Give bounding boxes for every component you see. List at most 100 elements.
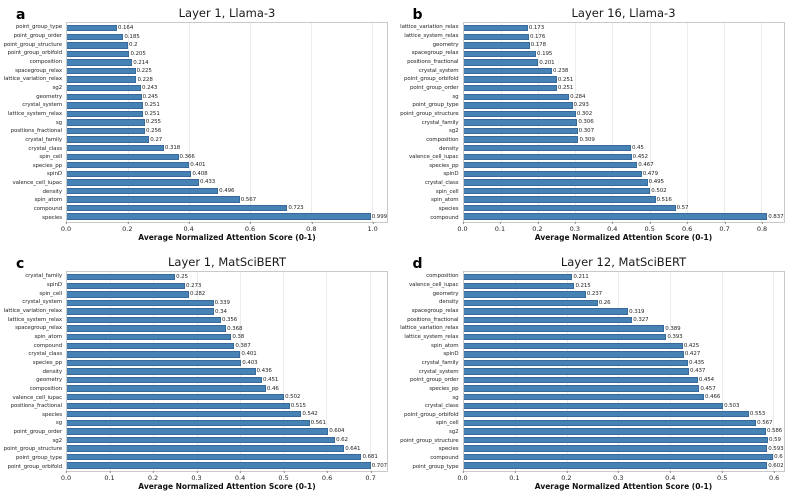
y-tick-label: spinD	[46, 281, 62, 288]
bar-value-label: 0.306	[578, 119, 594, 126]
bar	[463, 59, 539, 66]
bar	[463, 153, 632, 160]
bar	[67, 136, 150, 143]
bar	[463, 308, 629, 315]
bar-row: 0.173	[463, 24, 784, 33]
y-tick-label: sg2	[448, 429, 459, 436]
bar-value-label: 0.503	[724, 402, 740, 409]
x-tick-label: 0.2	[561, 471, 572, 482]
bar	[67, 274, 176, 281]
bar-value-label: 0.553	[749, 411, 766, 418]
gridline	[310, 23, 312, 222]
y-tick-label: species_pp	[32, 359, 62, 366]
gridline	[188, 23, 190, 222]
bar	[463, 127, 578, 135]
gridline	[283, 272, 285, 471]
bar	[67, 93, 142, 100]
bar-row: 0.435	[463, 359, 784, 368]
bar	[463, 282, 575, 289]
bar-value-label: 0.302	[576, 110, 593, 117]
bar	[463, 351, 684, 358]
bar	[463, 93, 570, 100]
bar-value-label: 0.393	[667, 334, 683, 341]
y-tick-label: species	[42, 214, 62, 221]
bar-row: 0.452	[463, 152, 784, 161]
y-tick-label: point_group_orbifold	[7, 50, 63, 57]
bar	[67, 42, 128, 49]
bar	[67, 428, 329, 435]
bar	[67, 359, 242, 367]
bar-value-label: 0.164	[117, 25, 134, 32]
bar-value-label: 0.425	[683, 342, 700, 349]
y-tick-label: compound	[33, 342, 62, 349]
bar	[67, 368, 256, 375]
bar	[67, 453, 362, 461]
bar-row: 0.2	[67, 41, 387, 50]
y-tick-label: spacegroup_relax	[15, 325, 62, 332]
bar-row: 0.723	[67, 204, 387, 213]
x-tick-label: 0.6	[244, 222, 256, 233]
bar-row: 0.681	[67, 453, 387, 462]
y-axis-labels: point_group_type point_group_order point_g…	[4, 22, 66, 223]
x-tick-label: 0.4	[183, 222, 194, 233]
y-tick-label: composition	[29, 58, 63, 65]
bar	[463, 291, 586, 298]
bar	[67, 204, 288, 212]
bar-row: 0.238	[463, 67, 784, 76]
bar-row: 0.205	[67, 50, 387, 59]
bar	[463, 85, 557, 92]
bar-row: 0.368	[67, 324, 387, 333]
bar-value-label: 0.401	[241, 351, 257, 358]
y-tick-label: species_pp	[429, 162, 459, 169]
bar-value-label: 0.467	[638, 162, 654, 169]
bar	[463, 179, 648, 186]
x-tick-label: 0.1	[494, 222, 506, 233]
bar-value-label: 0.38	[232, 334, 245, 341]
bar-row: 0.567	[463, 419, 784, 428]
chart-title: Layer 16, Llama-3	[571, 6, 676, 20]
bar-value-label: 0.273	[186, 282, 202, 289]
bar	[67, 325, 227, 332]
bar	[67, 291, 189, 298]
x-axis-ticks: 0.0 0.1 0.2 0.3 0.4 0.5 0.6 0.7 0.8	[457, 222, 785, 233]
y-tick-label: point_group_order	[13, 429, 63, 436]
y-tick-label: sg	[55, 119, 62, 126]
bar-row: 0.593	[463, 444, 784, 453]
y-tick-label: spin_atom	[34, 197, 63, 204]
y-tick-label: spinD	[443, 171, 459, 178]
y-tick-label: spin_cell	[435, 420, 459, 427]
bar-row: 0.586	[463, 427, 784, 436]
bar-value-label: 0.327	[633, 317, 649, 324]
bar	[463, 402, 724, 409]
gridline	[249, 23, 251, 222]
bar-value-label: 0.256	[146, 128, 162, 135]
y-tick-label: crystal_class	[28, 351, 62, 358]
bar-row: 0.542	[67, 410, 387, 419]
y-tick-label: composition	[29, 385, 63, 392]
bar-row: 0.401	[67, 161, 387, 170]
bar	[463, 162, 638, 169]
bar	[463, 462, 768, 469]
x-tick-label: 0.7	[365, 471, 376, 482]
bar-value-label: 0.282	[189, 291, 206, 298]
x-axis-label: Average Normalized Attention Score (0-1)	[534, 482, 713, 491]
bar-row: 0.553	[463, 410, 784, 419]
bar-value-label: 0.228	[137, 76, 153, 83]
bar-value-label: 0.408	[192, 170, 208, 177]
bar	[463, 274, 573, 281]
bar	[463, 368, 690, 375]
bar-row: 0.707	[67, 461, 387, 470]
bar	[67, 85, 142, 92]
y-tick-label: point_group_orbifold	[7, 463, 63, 470]
bar-value-label: 0.201	[539, 59, 555, 66]
bar-row: 0.515	[67, 401, 387, 410]
x-tick-label: 0.4	[234, 471, 246, 482]
bar-value-label: 0.62	[336, 436, 348, 443]
bar-value-label: 0.251	[557, 76, 574, 83]
y-tick-label: point_group_type	[15, 455, 62, 462]
bar	[463, 445, 768, 452]
bar	[463, 119, 578, 126]
bar-row: 0.27	[67, 135, 387, 144]
bar-value-label: 0.452	[632, 153, 648, 160]
bar	[463, 50, 537, 58]
